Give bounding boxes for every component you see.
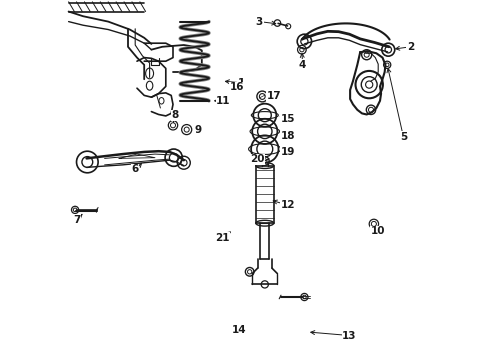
Text: 6: 6 xyxy=(132,164,139,174)
Text: 1: 1 xyxy=(238,78,245,88)
Text: 3: 3 xyxy=(256,17,263,27)
Text: 14: 14 xyxy=(232,325,246,336)
Text: 13: 13 xyxy=(342,330,357,341)
Text: 16: 16 xyxy=(230,82,245,92)
Text: 14: 14 xyxy=(232,325,246,336)
Text: 2: 2 xyxy=(407,42,414,52)
Text: 5: 5 xyxy=(400,132,407,142)
Text: 4: 4 xyxy=(299,60,306,70)
Text: 17: 17 xyxy=(267,91,281,102)
Text: 10: 10 xyxy=(371,226,386,236)
Text: 15: 15 xyxy=(281,114,295,124)
Text: 12: 12 xyxy=(281,200,295,210)
Text: 20: 20 xyxy=(250,154,265,164)
Text: 1: 1 xyxy=(238,78,245,88)
Text: 6: 6 xyxy=(132,164,139,174)
Text: 12: 12 xyxy=(281,200,295,210)
Text: 20: 20 xyxy=(250,154,265,164)
Text: 17: 17 xyxy=(267,91,281,102)
Text: 15: 15 xyxy=(281,114,295,124)
Text: 7: 7 xyxy=(73,215,80,225)
Text: 18: 18 xyxy=(281,131,295,141)
Text: 10: 10 xyxy=(371,226,386,236)
Text: 9: 9 xyxy=(195,125,202,135)
Text: 11: 11 xyxy=(216,96,231,106)
Text: 19: 19 xyxy=(281,147,295,157)
Text: 5: 5 xyxy=(400,132,407,142)
Text: 16: 16 xyxy=(230,82,245,92)
Text: 3: 3 xyxy=(256,17,263,27)
Text: 4: 4 xyxy=(299,60,306,70)
Text: 11: 11 xyxy=(216,96,231,106)
Text: 21: 21 xyxy=(216,233,230,243)
Text: 21: 21 xyxy=(216,233,230,243)
Text: 9: 9 xyxy=(195,125,202,135)
Bar xyxy=(256,166,274,223)
Text: 8: 8 xyxy=(171,110,178,120)
Text: 2: 2 xyxy=(407,42,414,52)
Text: 19: 19 xyxy=(281,147,295,157)
Text: 13: 13 xyxy=(342,330,357,341)
Text: 8: 8 xyxy=(171,110,178,120)
Text: 7: 7 xyxy=(73,215,80,225)
Text: 18: 18 xyxy=(281,131,295,141)
